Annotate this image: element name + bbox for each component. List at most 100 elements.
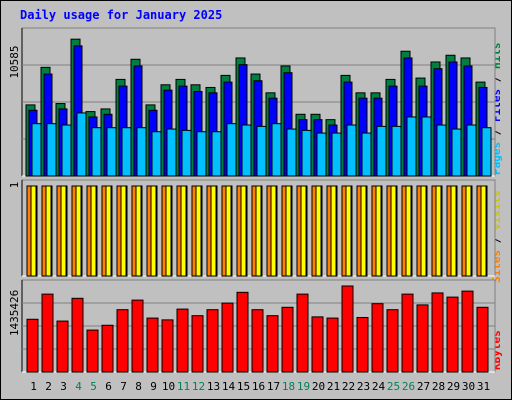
- pages-bar: [91, 127, 102, 177]
- x-tick-label: 5: [90, 380, 97, 393]
- kbytes-bar: [206, 309, 219, 373]
- sites-bar: [165, 185, 172, 277]
- x-tick-label: 15: [237, 380, 250, 393]
- kbytes-bar: [41, 293, 54, 373]
- x-tick-label: 17: [267, 380, 280, 393]
- kbytes-bar: [461, 290, 474, 373]
- kbytes-bar: [86, 329, 99, 373]
- pages-bar: [391, 125, 402, 177]
- kbytes-bar: [251, 309, 264, 373]
- sites-bar: [225, 185, 232, 277]
- kbytes-bar: [416, 304, 429, 373]
- kbytes-bar: [236, 291, 249, 373]
- pages-bar: [46, 123, 57, 177]
- x-tick-label: 16: [252, 380, 265, 393]
- sites-bar: [360, 185, 367, 277]
- kbytes-bar: [401, 293, 414, 373]
- x-tick-label: 3: [60, 380, 67, 393]
- pages-bar: [61, 124, 72, 177]
- pages-bar: [361, 132, 372, 177]
- kbytes-bar: [176, 308, 189, 373]
- pages-bar: [346, 124, 357, 177]
- x-tick-label: 30: [462, 380, 475, 393]
- chart-title: Daily usage for January 2025: [20, 8, 223, 22]
- kbytes-bar: [56, 320, 69, 373]
- kbytes-bar: [341, 285, 354, 373]
- pages-bar: [31, 123, 42, 177]
- pages-bar: [166, 128, 177, 177]
- x-tick-label: 7: [120, 380, 127, 393]
- pages-bar: [106, 127, 117, 177]
- kbytes-bar: [146, 317, 159, 373]
- sites-bar: [315, 185, 322, 277]
- sites-bar: [480, 185, 487, 277]
- pages-bar: [406, 116, 417, 177]
- x-tick-label: 21: [327, 380, 340, 393]
- x-tick-label: 10: [162, 380, 175, 393]
- pages-bar: [226, 123, 237, 177]
- pages-bar: [301, 129, 312, 177]
- pages-bar: [316, 132, 327, 177]
- x-tick-label: 26: [402, 380, 415, 393]
- sites-bar: [75, 185, 82, 277]
- sites-bar: [240, 185, 247, 277]
- x-tick-label: 19: [297, 380, 310, 393]
- pages-bar: [286, 128, 297, 177]
- pages-bar: [151, 131, 162, 177]
- sites-bar: [465, 185, 472, 277]
- x-tick-label: 6: [105, 380, 112, 393]
- sites-bar: [420, 185, 427, 277]
- kbytes-bar: [296, 293, 309, 373]
- pages-bar: [451, 128, 462, 177]
- sites-bar: [345, 185, 352, 277]
- kbytes-bar: [371, 303, 384, 373]
- pages-bar: [331, 132, 342, 177]
- kbytes-bar: [356, 316, 369, 373]
- x-tick-label: 25: [387, 380, 400, 393]
- kbytes-bar: [161, 319, 174, 373]
- kbytes-bar: [191, 315, 204, 373]
- x-tick-label: 28: [432, 380, 445, 393]
- kbytes-bar: [116, 309, 129, 373]
- sites-bar: [255, 185, 262, 277]
- sites-bar: [90, 185, 97, 277]
- x-tick-label: 14: [222, 380, 236, 393]
- kbytes-bar: [26, 318, 39, 373]
- pages-bar: [241, 124, 252, 177]
- sites-bar: [270, 185, 277, 277]
- sites-bar: [195, 185, 202, 277]
- pages-bar: [466, 124, 477, 177]
- pages-bar: [76, 112, 87, 177]
- sites-bar: [435, 185, 442, 277]
- sites-bar: [150, 185, 157, 277]
- pages-bar: [256, 125, 267, 177]
- x-tick-label: 4: [75, 380, 82, 393]
- kbytes-bar: [71, 297, 84, 373]
- x-tick-label: 1: [30, 380, 37, 393]
- sites-bar: [390, 185, 397, 277]
- kbytes-bar: [446, 296, 459, 373]
- pages-bar: [196, 131, 207, 177]
- sites-bar: [60, 185, 67, 277]
- x-tick-label: 22: [342, 380, 355, 393]
- y-max-label-visits: 1: [8, 182, 21, 189]
- kbytes-bar: [101, 324, 114, 373]
- x-tick-label: 20: [312, 380, 325, 393]
- sites-bar: [210, 185, 217, 277]
- pages-bar: [211, 131, 222, 177]
- sites-bar: [285, 185, 292, 277]
- sites-bar: [300, 185, 307, 277]
- kbytes-bar: [311, 316, 324, 373]
- sites-bar: [45, 185, 52, 277]
- x-tick-label: 31: [477, 380, 490, 393]
- sites-bar: [105, 185, 112, 277]
- sites-bar: [375, 185, 382, 277]
- x-tick-label: 9: [150, 380, 157, 393]
- kbytes-bar: [476, 306, 489, 373]
- kbytes-bar: [431, 292, 444, 373]
- x-tick-label: 11: [177, 380, 190, 393]
- sites-bar: [180, 185, 187, 277]
- x-tick-label: 13: [207, 380, 220, 393]
- pages-bar: [181, 129, 192, 177]
- kbytes-bar: [326, 317, 339, 373]
